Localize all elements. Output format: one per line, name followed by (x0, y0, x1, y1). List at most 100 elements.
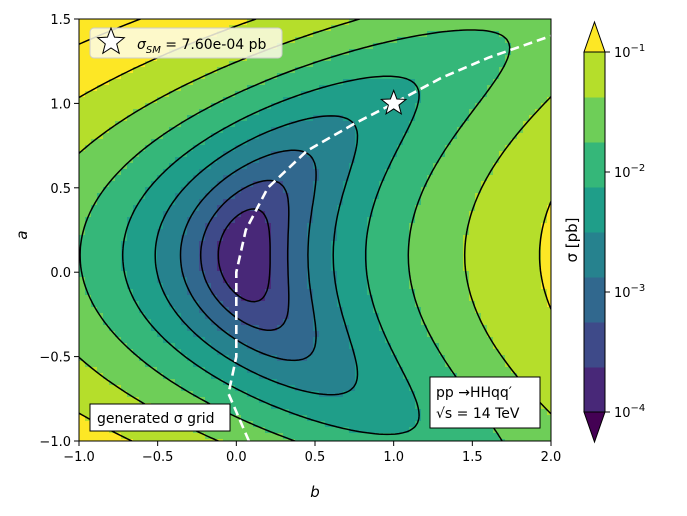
contour-cell (169, 331, 176, 338)
contour-cell (397, 121, 404, 128)
contour-cell (121, 379, 128, 386)
contour-cell (139, 289, 146, 296)
contour-cell (421, 253, 428, 260)
contour-cell (265, 295, 272, 302)
contour-cell (301, 217, 308, 224)
contour-cell (127, 229, 134, 236)
contour-cell (517, 217, 524, 224)
contour-cell (127, 319, 134, 326)
contour-cell (403, 157, 410, 164)
contour-cell (493, 223, 500, 230)
contour-cell (439, 373, 446, 380)
contour-cell (391, 331, 398, 338)
contour-cell (181, 97, 188, 104)
contour-cell (367, 25, 374, 32)
contour-cell (451, 223, 458, 230)
contour-cell (277, 133, 284, 140)
contour-cell (361, 379, 368, 386)
contour-cell (319, 115, 326, 122)
contour-cell (457, 277, 464, 284)
contour-cell (169, 139, 176, 146)
contour-cell (523, 67, 530, 74)
contour-cell (115, 307, 122, 314)
contour-cell (283, 283, 290, 290)
contour-cell (97, 319, 104, 326)
contour-cell (523, 49, 530, 56)
contour-cell (397, 37, 404, 44)
contour-cell (241, 331, 248, 338)
contour-cell (103, 313, 110, 320)
contour-cell (439, 235, 446, 242)
contour-cell (547, 325, 551, 332)
contour-cell (265, 355, 272, 362)
contour-cell (415, 331, 422, 338)
contour-cell (133, 73, 140, 80)
contour-cell (325, 169, 332, 176)
contour-cell (271, 181, 278, 188)
contour-cell (133, 325, 140, 332)
contour-cell (319, 367, 326, 374)
contour-cell (367, 229, 374, 236)
contour-cell (295, 37, 302, 44)
contour-cell (367, 79, 374, 86)
contour-cell (277, 265, 284, 272)
contour-cell (445, 223, 452, 230)
contour-cell (331, 295, 338, 302)
contour-cell (361, 217, 368, 224)
contour-cell (361, 373, 368, 380)
contour-cell (361, 361, 368, 368)
contour-cell (181, 259, 188, 266)
contour-cell (307, 37, 314, 44)
contour-cell (115, 391, 122, 398)
contour-cell (235, 349, 242, 356)
contour-cell (169, 91, 176, 98)
contour-cell (181, 343, 188, 350)
contour-cell (253, 199, 260, 206)
contour-cell (127, 163, 134, 170)
contour-cell (175, 283, 182, 290)
contour-cell (475, 265, 482, 272)
contour-cell (535, 193, 542, 200)
contour-cell (223, 109, 230, 116)
contour-cell (259, 241, 266, 248)
contour-cell (283, 337, 290, 344)
contour-cell (157, 151, 164, 158)
contour-cell (349, 79, 356, 86)
contour-cell (355, 325, 362, 332)
contour-cell (457, 193, 464, 200)
contour-cell (253, 349, 260, 356)
contour-cell (523, 55, 530, 62)
contour-cell (493, 109, 500, 116)
contour-cell (169, 271, 176, 278)
contour-cell (451, 181, 458, 188)
contour-cell (505, 271, 512, 278)
contour-cell (169, 283, 176, 290)
contour-cell (373, 49, 380, 56)
contour-cell (301, 109, 308, 116)
contour-cell (103, 229, 110, 236)
contour-cell (409, 301, 416, 308)
contour-cell (493, 217, 500, 224)
contour-cell (409, 205, 416, 212)
contour-cell (133, 79, 140, 86)
contour-cell (307, 337, 314, 344)
contour-cell (547, 175, 551, 182)
contour-cell (115, 289, 122, 296)
contour-cell (127, 385, 134, 392)
contour-cell (319, 247, 326, 254)
contour-cell (235, 343, 242, 350)
contour-cell (529, 163, 536, 170)
contour-cell (193, 385, 200, 392)
contour-cell (517, 175, 524, 182)
contour-cell (325, 277, 332, 284)
contour-cell (247, 157, 254, 164)
contour-cell (169, 19, 176, 26)
contour-cell (253, 97, 260, 104)
contour-cell (415, 277, 422, 284)
contour-cell (355, 31, 362, 38)
contour-cell (349, 211, 356, 218)
contour-cell (373, 121, 380, 128)
contour-cell (469, 271, 476, 278)
contour-cell (145, 355, 152, 362)
contour-cell (409, 229, 416, 236)
